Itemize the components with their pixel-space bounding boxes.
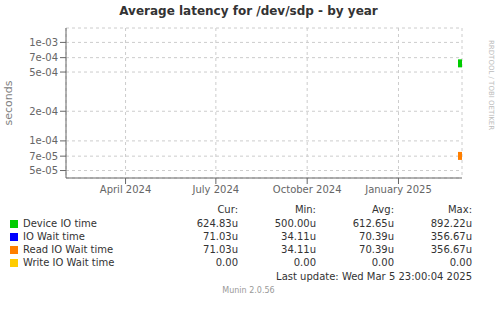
html-text:0.00: 0.00	[371, 257, 394, 268]
html-text:34.11u: 34.11u	[281, 231, 316, 242]
html-text:356.67u: 356.67u	[430, 244, 472, 255]
html-text:Min:: Min:	[294, 204, 316, 215]
svg-text:July 2024: July 2024	[192, 184, 240, 195]
html-text:71.03u: 71.03u	[203, 231, 238, 242]
html-text:Last update: Wed Mar 5 23:00:0: Last update: Wed Mar 5 23:00:04 2025	[276, 271, 472, 282]
svg-text:7e-05: 7e-05	[29, 151, 58, 162]
html-text:0.00: 0.00	[293, 257, 316, 268]
html-text:612.65u: 612.65u	[352, 218, 394, 229]
html-text:Device IO time: Device IO time	[23, 218, 97, 229]
svg-text:October 2024: October 2024	[273, 184, 342, 195]
html-text:892.22u: 892.22u	[430, 218, 472, 229]
html-text:0.00: 0.00	[449, 257, 472, 268]
html-text:34.11u: 34.11u	[281, 244, 316, 255]
html-text:Avg:: Avg:	[372, 204, 394, 215]
html-text:0.00: 0.00	[215, 257, 238, 268]
html-text:624.83u: 624.83u	[196, 218, 238, 229]
html-text:356.67u: 356.67u	[430, 231, 472, 242]
html-text:Munin 2.0.56: Munin 2.0.56	[222, 286, 275, 295]
svg-text:7e-04: 7e-04	[29, 52, 58, 63]
svg-text:seconds: seconds	[8, 80, 15, 125]
html-text:IO Wait time: IO Wait time	[23, 231, 85, 242]
html-text:71.03u: 71.03u	[203, 244, 238, 255]
html-text:70.39u: 70.39u	[359, 231, 394, 242]
html-text:Read IO Wait time: Read IO Wait time	[23, 244, 114, 255]
svg-text:5e-05: 5e-05	[29, 165, 58, 176]
svg-text:1e-03: 1e-03	[29, 37, 58, 48]
svg-text:April 2024: April 2024	[100, 184, 151, 195]
svg-text:5e-04: 5e-04	[29, 67, 58, 78]
html-text:70.39u: 70.39u	[359, 244, 394, 255]
svg-text:2e-04: 2e-04	[29, 106, 58, 117]
html-text:Cur:: Cur:	[217, 204, 238, 215]
html-text:Average latency for /dev/sdp -: Average latency for /dev/sdp - by year	[119, 4, 378, 18]
html-text:Max:: Max:	[448, 204, 472, 215]
html-text:RRDTOOL / TOBI OETIKER: RRDTOOL / TOBI OETIKER	[487, 40, 495, 131]
html-text:Write IO Wait time: Write IO Wait time	[23, 257, 115, 268]
svg-text:January 2025: January 2025	[364, 184, 432, 195]
svg-text:1e-04: 1e-04	[29, 135, 58, 146]
html-text:500.00u: 500.00u	[274, 218, 316, 229]
